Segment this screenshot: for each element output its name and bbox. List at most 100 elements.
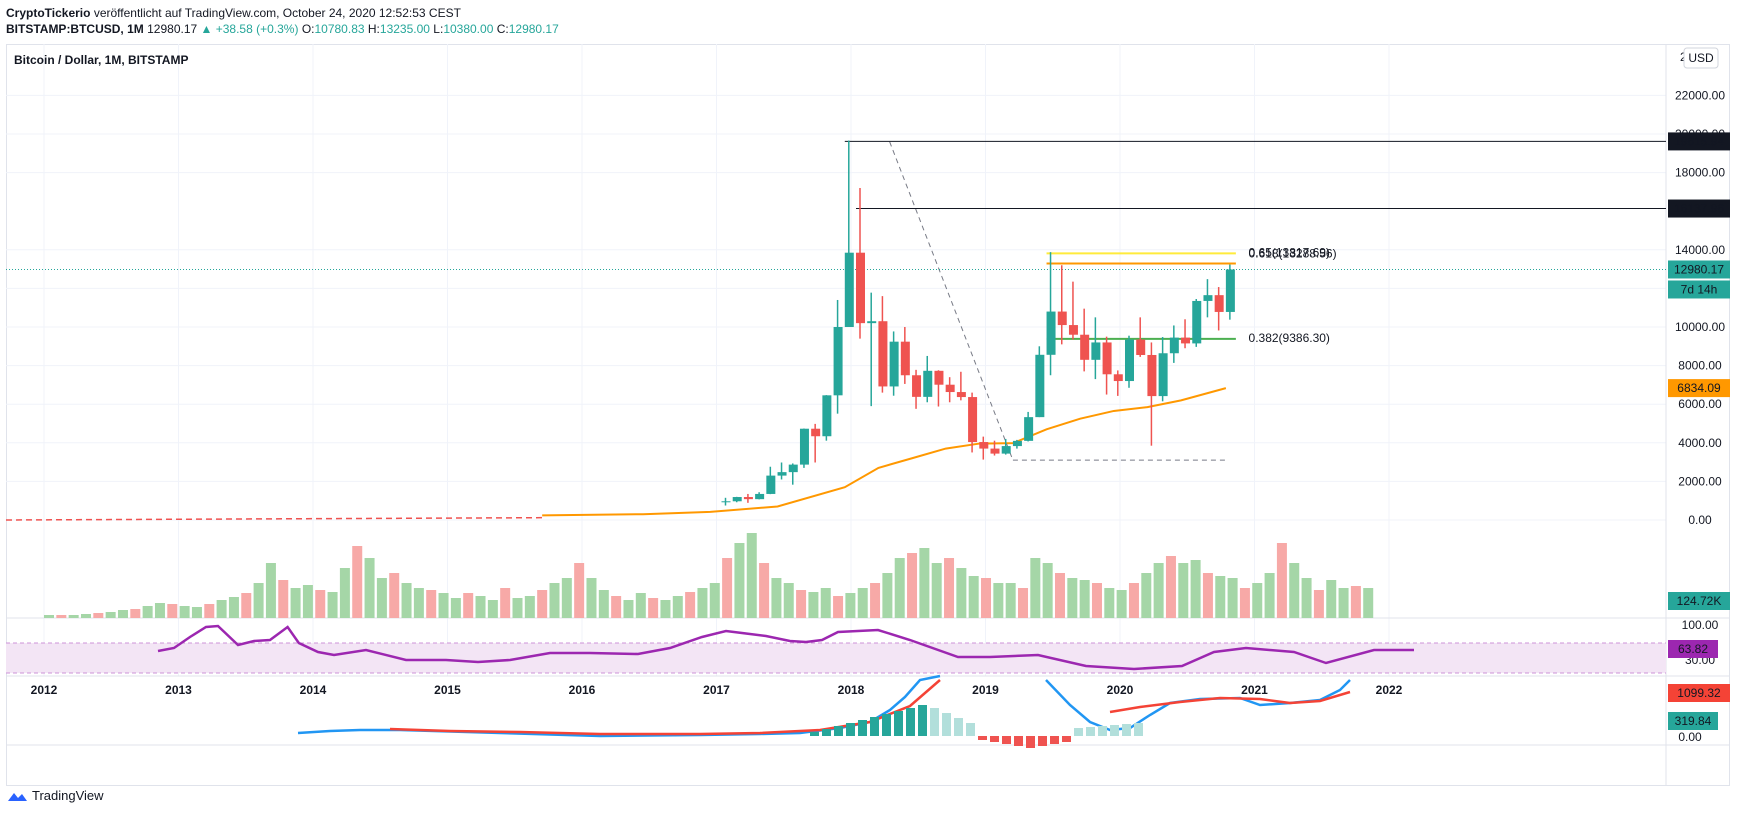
macd-hist-box [1668, 712, 1718, 730]
candle-body [900, 341, 910, 376]
volume-bar [1252, 583, 1263, 618]
currency-button[interactable]: USD [1683, 47, 1719, 69]
legend-title: Bitcoin / Dollar, 1M, BITSTAMP [14, 53, 188, 67]
candle-body [788, 464, 798, 473]
volume-bar [1104, 588, 1115, 618]
tradingview-logo[interactable]: TradingView [6, 788, 104, 803]
volume-bar [1326, 580, 1337, 618]
volume-bar [167, 604, 178, 618]
volume-bar [1276, 543, 1287, 618]
volume-bar [426, 590, 437, 618]
volume-bar [1128, 583, 1139, 618]
volume-bar [1067, 578, 1078, 618]
candle-body [799, 428, 809, 465]
chart-canvas[interactable]: 2012 2013 2014 2015 2016 2017 2018 2019 2020 2021… [0, 0, 1738, 790]
volume-bar [413, 588, 424, 618]
low-value: 10380.00 [443, 22, 494, 36]
candle-body [1169, 337, 1179, 354]
candle-body [934, 370, 944, 385]
volume-bar [68, 615, 79, 618]
price-label-box [1668, 260, 1730, 279]
volume-bar [142, 606, 153, 618]
candle-body [968, 397, 978, 443]
volume-bar [117, 610, 128, 618]
y-tick-label: 22000.00 [1675, 88, 1725, 102]
volume-bar [1227, 578, 1238, 618]
macd-value: 1099.32 [1677, 686, 1721, 700]
volume-bar [672, 596, 683, 618]
volume-bar [500, 588, 511, 618]
macd-histogram-bar [882, 714, 891, 736]
volume-bar [882, 573, 893, 618]
x-tick-label: 2017 [703, 683, 730, 697]
macd-histogram-bar [870, 717, 879, 736]
volume-bar [783, 583, 794, 618]
volume-bar [1005, 583, 1016, 618]
candle-body [844, 252, 854, 327]
volume-bar [1301, 578, 1312, 618]
macd-histogram-bar [1122, 724, 1131, 736]
volume-bar [450, 598, 461, 618]
candle-body [1125, 339, 1134, 382]
change-value: ▲ +38.58 (+0.3%) [200, 22, 299, 36]
candle-body [945, 384, 955, 393]
candle-body [811, 428, 821, 437]
macd-histogram-bar [1062, 736, 1071, 742]
macd-histogram-bar [1050, 736, 1059, 744]
price-label-text: 6834.09 [1677, 381, 1721, 395]
candle-body [721, 501, 731, 503]
volume-bar [685, 592, 696, 618]
volume-bar [376, 578, 387, 618]
volume-bar [241, 593, 252, 618]
volume-bar [1079, 580, 1090, 618]
price-label-text: 16137.96 [1674, 202, 1724, 216]
volume-bar [80, 614, 91, 618]
currency-button-label[interactable]: USD [1688, 51, 1714, 65]
volume-bar [697, 588, 708, 618]
x-tick-label: 2012 [31, 683, 58, 697]
volume-bar [475, 596, 486, 618]
open-label: O: [301, 22, 315, 36]
volume-bar [204, 604, 215, 618]
trend-dashed-line [889, 141, 1014, 461]
volume-bar [290, 588, 301, 618]
volume-bar [401, 583, 412, 618]
macd-value-box [1668, 684, 1730, 702]
x-tick-label: 2019 [972, 683, 999, 697]
candle-body [878, 321, 888, 387]
candle-body [867, 321, 877, 324]
macd-histogram-bar [966, 723, 975, 736]
rsi-zone [6, 643, 1666, 673]
price-label-box [1668, 132, 1730, 151]
candle-body [1068, 325, 1078, 335]
volume-bar [635, 593, 646, 618]
close-value: 12980.17 [508, 22, 559, 36]
volume-bar [561, 578, 572, 618]
volume-bar [216, 600, 227, 618]
volume-bar [845, 593, 856, 618]
volume-bar [759, 563, 770, 618]
volume-bar [1313, 590, 1324, 618]
candle-body [979, 442, 989, 449]
candle-body [822, 395, 832, 437]
volume-bar [253, 583, 264, 618]
close-label: C: [496, 22, 509, 36]
macd-histogram-bar [834, 726, 843, 736]
last-price: 12980.17 [147, 22, 198, 36]
price-label-text: 7d 14h [1681, 282, 1718, 296]
candle-body [1192, 300, 1202, 344]
volume-bar [389, 573, 400, 618]
candle-body [923, 370, 933, 397]
macd-histogram-bar [1014, 736, 1023, 746]
volume-bar [894, 558, 905, 618]
volume-bar [1141, 573, 1152, 618]
y-tick-label: 14000.00 [1675, 243, 1725, 257]
author-name[interactable]: CryptoTickerio [6, 6, 91, 20]
volume-bar [327, 592, 338, 618]
volume-bar [1239, 588, 1250, 618]
currency-button-box[interactable] [1683, 47, 1719, 69]
candle-body [990, 448, 1000, 454]
volume-bar [524, 596, 535, 618]
candle-body [1113, 374, 1123, 382]
volume-bar [820, 588, 831, 618]
